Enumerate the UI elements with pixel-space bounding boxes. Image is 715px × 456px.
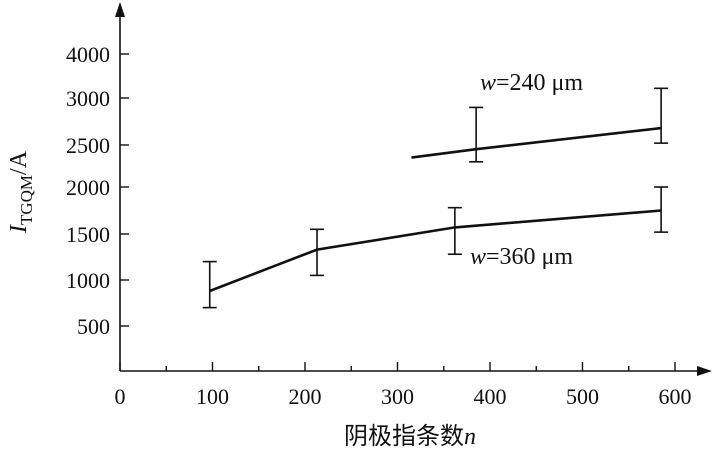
series-line <box>411 126 662 159</box>
x-tick-label: 600 <box>659 384 692 409</box>
y-tick-label: 1500 <box>66 222 110 247</box>
series-label-variable: w <box>480 70 496 96</box>
x-tick-label: 0 <box>115 384 126 409</box>
y-tick-label: 500 <box>77 314 110 339</box>
x-tick-label: 300 <box>381 384 414 409</box>
x-tick-label: 200 <box>289 384 322 409</box>
x-tick-label: 100 <box>196 384 229 409</box>
y-tick-label: 2500 <box>66 133 110 158</box>
y-tick-label: 3000 <box>66 86 110 111</box>
series-line <box>209 209 662 293</box>
x-tick-label: 500 <box>566 384 599 409</box>
series-label-variable: w <box>470 244 486 270</box>
x-axis-arrow <box>697 366 712 376</box>
y-tick-label: 2000 <box>66 175 110 200</box>
y-axis-symbol: I <box>6 224 32 234</box>
y-axis-arrow <box>115 2 125 17</box>
y-axis-subscript: TGQM <box>17 175 36 225</box>
x-tick-label: 400 <box>474 384 507 409</box>
x-axis-title-text: 阴极指条数 <box>344 423 464 450</box>
series-label: w=240 μm <box>480 70 583 96</box>
series-label: w=360 μm <box>470 244 573 270</box>
series-label-value: =240 μm <box>496 70 583 96</box>
y-tick-label: 1000 <box>66 268 110 293</box>
y-axis-unit: /A <box>6 150 32 175</box>
y-tick-label: 4000 <box>66 42 110 67</box>
series-group <box>202 87 669 309</box>
y-axis-title: ITGQM/A <box>6 150 36 234</box>
x-axis-title: 阴极指条数n <box>344 423 476 450</box>
series-label-value: =360 μm <box>486 244 573 270</box>
axes: 0 100 200 300 400 500 600 500 1000 1500 2000 2500 30… <box>66 2 712 409</box>
x-axis-variable: n <box>464 424 476 450</box>
